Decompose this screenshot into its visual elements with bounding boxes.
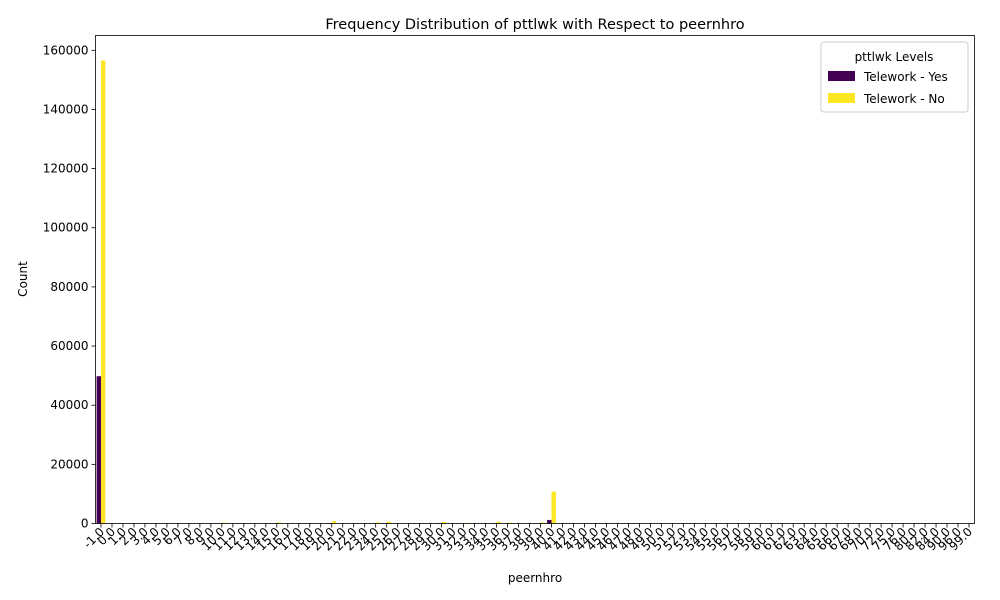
y-tick-label: 100000 <box>43 221 89 235</box>
bar-yes-40.0 <box>547 519 552 524</box>
legend-label-no: Telework - No <box>863 92 945 106</box>
bar-no--1.0 <box>100 60 106 524</box>
x-axis-label: peernhro <box>508 571 562 585</box>
bar-no-15.0 <box>276 522 282 524</box>
chart-title: Frequency Distribution of pttlwk with Re… <box>325 17 744 33</box>
y-tick-label: 0 <box>81 517 89 531</box>
y-axis-label: Count <box>16 261 30 297</box>
legend-title: pttlwk Levels <box>855 50 934 64</box>
bar-yes--1.0 <box>96 376 101 524</box>
y-tick-label: 80000 <box>50 280 88 294</box>
y-tick-label: 140000 <box>43 102 89 116</box>
bar-no-36.0 <box>507 522 512 524</box>
bar-no-24.0 <box>375 522 381 524</box>
legend-swatch-yes <box>828 71 855 81</box>
bar-no-39.0 <box>540 522 545 524</box>
legend: pttlwk Levels Telework - Yes Telework - … <box>820 41 969 113</box>
x-axis: -1.00.01.02.03.04.05.06.07.08.09.010.011… <box>81 523 975 554</box>
y-axis: 0 20000 40000 60000 80000 100000 120000 140000 1… <box>43 43 96 531</box>
bar-no-40.0 <box>551 491 556 524</box>
legend-box <box>820 41 969 113</box>
bar-no-35.0 <box>496 521 501 524</box>
bar-no-20.0 <box>331 521 337 524</box>
y-tick-label: 160000 <box>43 43 89 57</box>
bar-no-30.0 <box>441 522 447 524</box>
plot-frame <box>95 35 975 524</box>
y-tick-label: 20000 <box>50 457 88 471</box>
y-tick-label: 120000 <box>43 162 89 176</box>
y-tick-label: 40000 <box>50 398 88 412</box>
legend-swatch-no <box>828 93 855 103</box>
bar-no-25.0 <box>386 521 392 524</box>
y-tick-label: 60000 <box>50 339 88 353</box>
bar-no-10.0 <box>221 522 227 524</box>
legend-label-yes: Telework - Yes <box>863 70 948 84</box>
